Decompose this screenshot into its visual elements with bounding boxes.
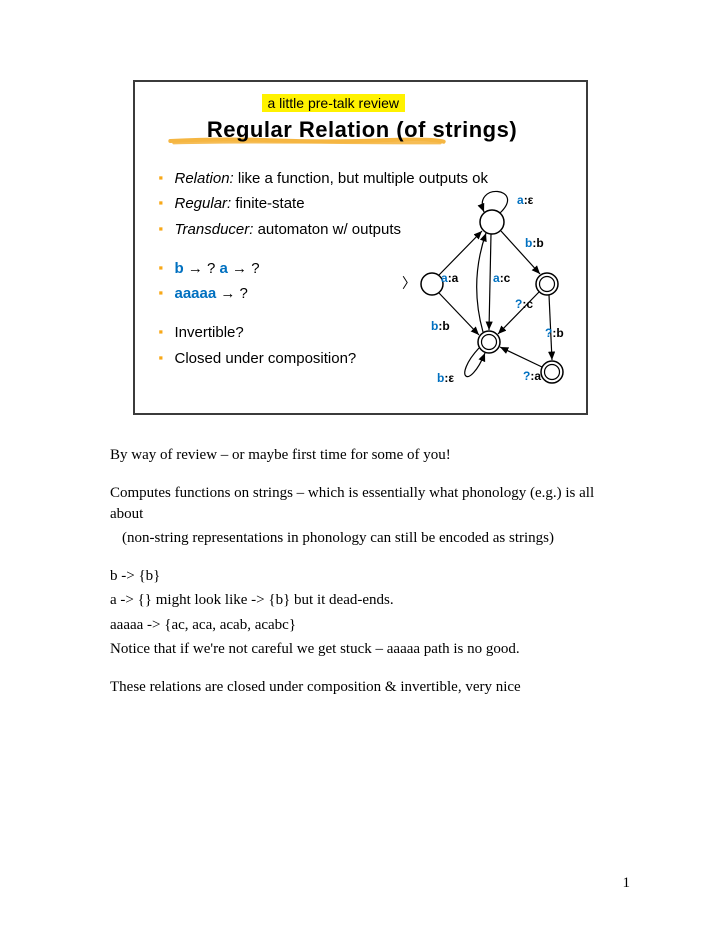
- speaker-notes: By way of review – or maybe first time f…: [110, 445, 610, 697]
- note-l2: a -> {} might look like -> {b} but it de…: [110, 590, 610, 610]
- term-regular: Regular:: [175, 195, 232, 212]
- slide-title: Regular Relation (of strings): [207, 117, 517, 143]
- q-aaaaa: aaaaa: [175, 285, 217, 302]
- lbl-qa-post: :a: [530, 369, 541, 383]
- text-transducer: automaton w/ outputs: [253, 221, 401, 238]
- bullet-closed: Closed under composition?: [157, 347, 568, 370]
- q-b: b: [175, 260, 184, 277]
- lbl-beps-post: :ε: [444, 371, 454, 385]
- bullet-q-aaaaa: aaaaa → ?: [157, 282, 568, 305]
- note-l3: aaaaa -> {ac, aca, acab, acabc}: [110, 615, 610, 635]
- q-arrow3: → ?: [216, 285, 248, 302]
- page: a little pre-talk review Regular Relatio…: [0, 0, 720, 932]
- q-arrow2: → ?: [228, 260, 260, 277]
- bullet-invertible: Invertible?: [157, 321, 568, 344]
- note-l4: Notice that if we're not careful we get …: [110, 639, 610, 659]
- bullet-regular: Regular: finite-state: [157, 192, 568, 215]
- bullet-q-ba: b → ? a → ?: [157, 257, 568, 280]
- term-transducer: Transducer:: [175, 221, 254, 238]
- slide-box: a little pre-talk review Regular Relatio…: [133, 80, 588, 415]
- term-relation: Relation:: [175, 170, 234, 187]
- text-regular: finite-state: [231, 195, 304, 212]
- page-number: 1: [623, 875, 631, 892]
- note-p3: These relations are closed under composi…: [110, 677, 610, 697]
- bullet-relation: Relation: like a function, but multiple …: [157, 167, 568, 190]
- note-p1: By way of review – or maybe first time f…: [110, 445, 610, 465]
- svg-text:?:a: ?:a: [523, 369, 541, 383]
- bullet-list: Relation: like a function, but multiple …: [157, 167, 568, 370]
- note-p2b: (non-string representations in phonology…: [110, 528, 610, 548]
- banner: a little pre-talk review: [262, 94, 406, 112]
- title-wrap: Regular Relation (of strings): [157, 117, 568, 143]
- lbl-qa-pre: ?: [523, 369, 530, 383]
- text-relation: like a function, but multiple outputs ok: [234, 170, 488, 187]
- svg-text:b:ε: b:ε: [437, 371, 454, 385]
- lbl-beps-pre: b: [437, 371, 444, 385]
- note-l1: b -> {b}: [110, 566, 610, 586]
- q-a: a: [220, 260, 228, 277]
- q-arrow1: → ?: [184, 260, 220, 277]
- bullet-transducer: Transducer: automaton w/ outputs: [157, 218, 568, 241]
- note-p2: Computes functions on strings – which is…: [110, 483, 610, 524]
